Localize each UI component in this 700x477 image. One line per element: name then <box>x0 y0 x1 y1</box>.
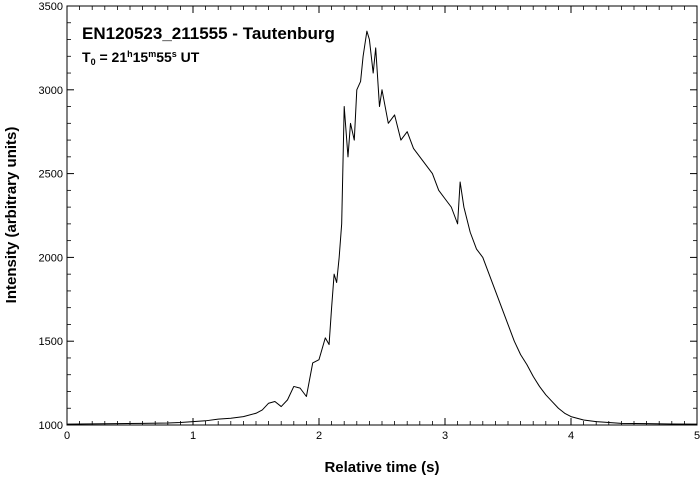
y-tick-label: 2500 <box>39 169 63 181</box>
chart-title: EN120523_211555 - Tautenburg <box>82 24 335 43</box>
y-tick-label: 3000 <box>39 85 63 97</box>
subtitle-s: s <box>172 49 177 59</box>
x-axis-title: Relative time (s) <box>324 459 439 476</box>
y-tick-label: 2000 <box>39 252 63 264</box>
ticks-layer: 0 1 2 3 4 5 1000 1500 2000 2500 3000 3500 <box>39 1 700 442</box>
series-line-0 <box>66 30 698 425</box>
y-axis-title: Intensity (arbitrary units) <box>3 127 20 304</box>
subtitle-eq: = 21 <box>96 49 128 65</box>
subtitle-suffix: UT <box>177 49 200 65</box>
subtitle-m: m <box>148 49 156 59</box>
x-tick-label: 3 <box>442 430 448 442</box>
chart-subtitle: T0 = 21h15m55s UT <box>82 49 200 67</box>
x-tick-label: 2 <box>316 430 322 442</box>
x-tick-label: 1 <box>190 430 196 442</box>
y-tick-label: 1500 <box>39 336 63 348</box>
series-layer <box>66 30 698 425</box>
plot-frame <box>66 5 698 426</box>
subtitle-prefix: T <box>82 49 91 65</box>
subtitle-prefix-sub: 0 <box>91 57 96 67</box>
y-tick-label: 1000 <box>39 420 63 432</box>
subtitle-mid1: 15 <box>133 49 149 65</box>
y-tick-label: 3500 <box>39 1 63 13</box>
subtitle-mid2: 55 <box>156 49 172 65</box>
x-tick-label: 4 <box>568 430 574 442</box>
x-tick-label: 0 <box>64 430 70 442</box>
subtitle-h: h <box>127 49 133 59</box>
x-tick-label: 5 <box>694 430 700 442</box>
